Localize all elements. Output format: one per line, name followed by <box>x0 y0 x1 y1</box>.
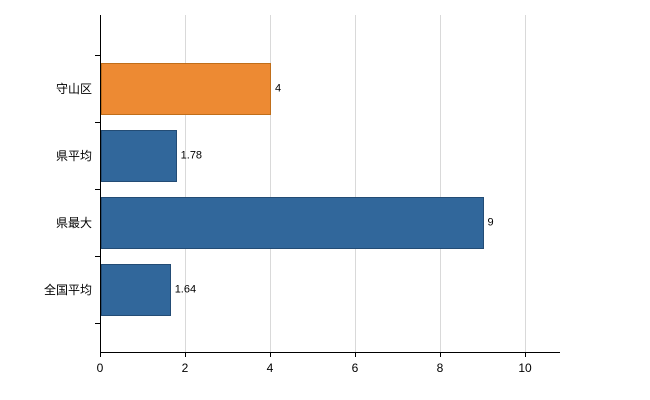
y-axis-tick <box>95 323 100 324</box>
x-tick-label: 10 <box>518 361 532 375</box>
value-label: 9 <box>487 216 494 228</box>
y-axis <box>100 15 101 353</box>
x-axis-tick <box>525 352 526 357</box>
x-tick-label: 8 <box>436 361 444 375</box>
bar <box>101 62 271 115</box>
category-label: 県平均 <box>55 148 92 163</box>
x-axis <box>100 352 560 353</box>
x-axis-tick <box>100 352 101 357</box>
y-axis-tick <box>95 189 100 190</box>
gridline <box>525 15 526 352</box>
category-label: 県最大 <box>55 215 92 230</box>
x-tick-label: 6 <box>351 361 359 375</box>
x-axis-tick <box>355 352 356 357</box>
category-label: 全国平均 <box>43 282 92 297</box>
gridline <box>355 15 356 352</box>
bar <box>101 129 177 182</box>
value-label: 4 <box>275 82 282 94</box>
x-axis-tick <box>270 352 271 357</box>
gridline <box>185 15 186 352</box>
gridline <box>440 15 441 352</box>
x-tick-label: 4 <box>266 361 274 375</box>
category-label: 守山区 <box>55 81 92 96</box>
x-tick-label: 0 <box>96 361 104 375</box>
bar <box>101 196 484 249</box>
gridline <box>270 15 271 352</box>
x-axis-tick <box>440 352 441 357</box>
y-axis-tick <box>95 122 100 123</box>
value-label: 1.78 <box>180 149 203 161</box>
bar <box>101 263 171 316</box>
y-axis-tick <box>95 55 100 56</box>
value-label: 1.64 <box>174 283 197 295</box>
x-axis-tick <box>185 352 186 357</box>
y-axis-tick <box>95 256 100 257</box>
x-tick-label: 2 <box>181 361 189 375</box>
